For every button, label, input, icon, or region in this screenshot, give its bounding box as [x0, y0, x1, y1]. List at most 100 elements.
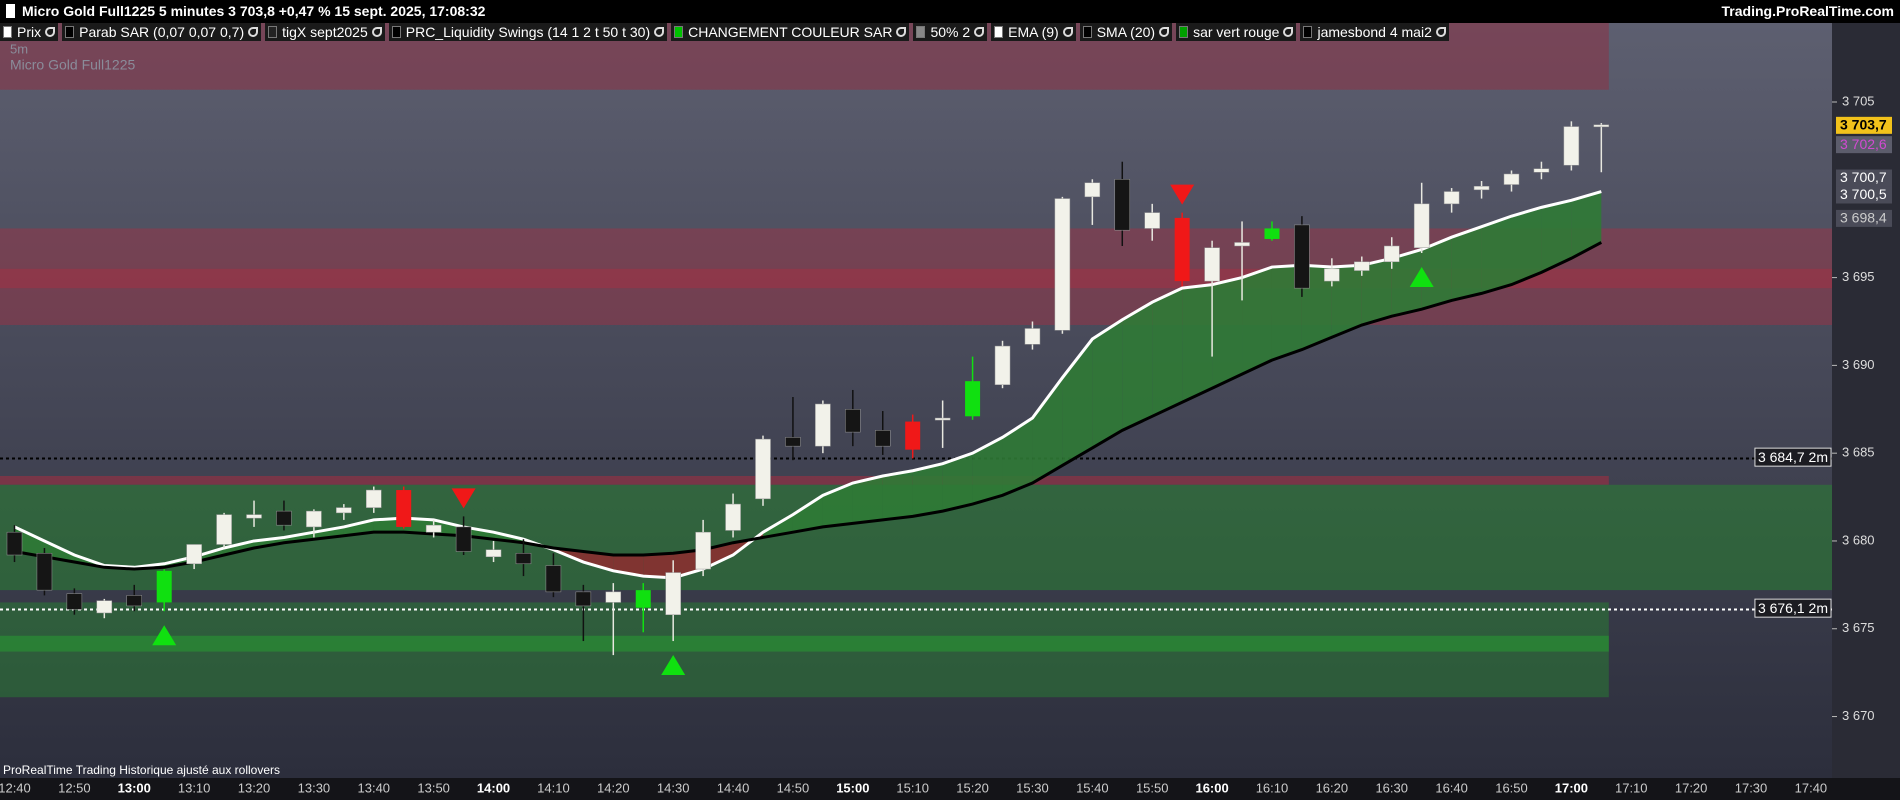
candle-body: [1503, 173, 1520, 185]
cloud-segment: [1331, 265, 1362, 338]
settings-icon[interactable]: [974, 27, 985, 37]
cloud-segment: [1511, 207, 1542, 285]
x-tick-label: 14:50: [777, 780, 810, 795]
price-level-box: [1754, 598, 1832, 618]
candle-body: [605, 591, 622, 603]
cloud-segment: [1481, 216, 1512, 294]
legend-swatch: [994, 26, 1004, 38]
candle-body: [6, 531, 23, 556]
candle-body: [575, 591, 592, 607]
settings-icon[interactable]: [654, 27, 665, 37]
legend-item[interactable]: PRC_Liquidity Swings (14 1 2 t 50 t 30): [388, 23, 668, 41]
candle-body: [156, 570, 172, 603]
candle-body: [785, 437, 801, 447]
settings-icon[interactable]: [1283, 27, 1294, 37]
candle-body: [845, 409, 861, 433]
cloud-segment: [1152, 288, 1183, 417]
liquidity-zone: [0, 268, 1832, 289]
x-tick-label: 13:20: [238, 780, 271, 795]
cloud-segment: [1271, 265, 1302, 361]
legend-item[interactable]: Parab SAR (0,07 0,07 0,7): [62, 23, 262, 41]
cloud-segment: [912, 463, 943, 517]
candle-body: [1024, 328, 1041, 345]
cloud-segment: [822, 483, 853, 527]
settings-icon[interactable]: [1435, 27, 1446, 37]
cloud-segment: [1032, 377, 1063, 484]
legend: Prix Parab SAR (0,07 0,07 0,7) tigX sept20…: [0, 23, 1449, 41]
candle-body: [455, 526, 472, 552]
x-tick-label: 16:00: [1195, 780, 1228, 795]
candle-body: [1264, 228, 1280, 239]
legend-swatch: [1179, 26, 1189, 38]
cloud-segment: [1062, 339, 1093, 466]
cloud-segment: [1122, 302, 1153, 431]
legend-item[interactable]: SMA (20): [1079, 23, 1173, 41]
cloud-segment: [1242, 267, 1272, 375]
x-tick-label: 16:10: [1256, 780, 1289, 795]
price-level-box: [1754, 447, 1832, 467]
price-tag: [1836, 116, 1892, 134]
x-tick-label: 13:50: [417, 780, 450, 795]
price-tag-label: 3 703,7: [1840, 117, 1887, 133]
candle-body: [515, 553, 532, 565]
candle-body: [1054, 198, 1071, 331]
candle-body: [1533, 168, 1550, 173]
price-tag-label: 3 702,6: [1840, 136, 1887, 152]
legend-item[interactable]: jamesbond 4 mai2: [1300, 23, 1449, 41]
price-tag: [1836, 169, 1892, 187]
legend-label: 50% 2: [930, 24, 971, 40]
axes: 3 670 3 675 3 680 3 685 3 690 3 695 3 705 3 684…: [0, 93, 1892, 795]
candle-body: [36, 553, 53, 591]
price-tag: [1836, 136, 1892, 154]
x-tick-label: 15:20: [956, 780, 989, 795]
legend-label: jamesbond 4 mai2: [1317, 24, 1432, 40]
candle-body: [665, 572, 681, 615]
x-tick-label: 14:30: [657, 780, 690, 795]
candle-body: [1144, 212, 1160, 229]
legend-swatch: [391, 26, 401, 38]
candle-body: [545, 565, 562, 593]
legend-item[interactable]: CHANGEMENT COULEUR SAR: [671, 23, 910, 41]
y-tick-label: 3 675: [1842, 620, 1875, 635]
y-tick-label: 3 680: [1842, 532, 1875, 547]
candle-body: [635, 590, 651, 608]
settings-icon[interactable]: [248, 27, 259, 37]
settings-icon[interactable]: [371, 27, 382, 37]
x-tick-label: 15:10: [896, 780, 929, 795]
legend-item[interactable]: 50% 2: [913, 23, 988, 41]
legend-item[interactable]: EMA (9): [991, 23, 1076, 41]
cloud-segment: [882, 470, 913, 520]
liquidity-zone: [0, 476, 1609, 485]
x-tick-label: 17:20: [1675, 780, 1708, 795]
settings-icon[interactable]: [45, 27, 56, 37]
title-bar: Micro Gold Full1225 5 minutes 3 703,8 +0…: [0, 0, 1900, 23]
cloud-segment: [1361, 258, 1392, 325]
candle-body: [965, 381, 981, 417]
candle-body: [96, 600, 113, 614]
candle-body: [725, 503, 741, 531]
candle-body: [994, 345, 1011, 385]
legend-item[interactable]: sar vert rouge: [1176, 23, 1297, 41]
candle-body: [1443, 191, 1460, 205]
x-tick-label: 17:30: [1735, 780, 1768, 795]
legend-item[interactable]: Prix: [0, 23, 59, 41]
settings-icon[interactable]: [896, 27, 907, 37]
candle-body: [186, 544, 202, 565]
settings-icon[interactable]: [1159, 27, 1170, 37]
x-tick-label: 15:30: [1016, 780, 1049, 795]
legend-label: Prix: [17, 24, 42, 40]
legend-swatch: [1082, 26, 1092, 38]
candle-body: [306, 510, 322, 528]
legend-label: tigX sept2025: [282, 24, 368, 40]
cloud-segment: [972, 437, 1003, 505]
candle-body: [1084, 182, 1101, 198]
price-tag: [1836, 209, 1892, 227]
legend-label: EMA (9): [1008, 24, 1059, 40]
legend-item[interactable]: tigX sept2025: [265, 23, 385, 41]
legend-label: SMA (20): [1096, 24, 1156, 40]
settings-icon[interactable]: [1062, 27, 1073, 37]
x-tick-label: 14:00: [477, 780, 510, 795]
candle-body: [1174, 217, 1190, 282]
candle-body: [755, 438, 771, 500]
